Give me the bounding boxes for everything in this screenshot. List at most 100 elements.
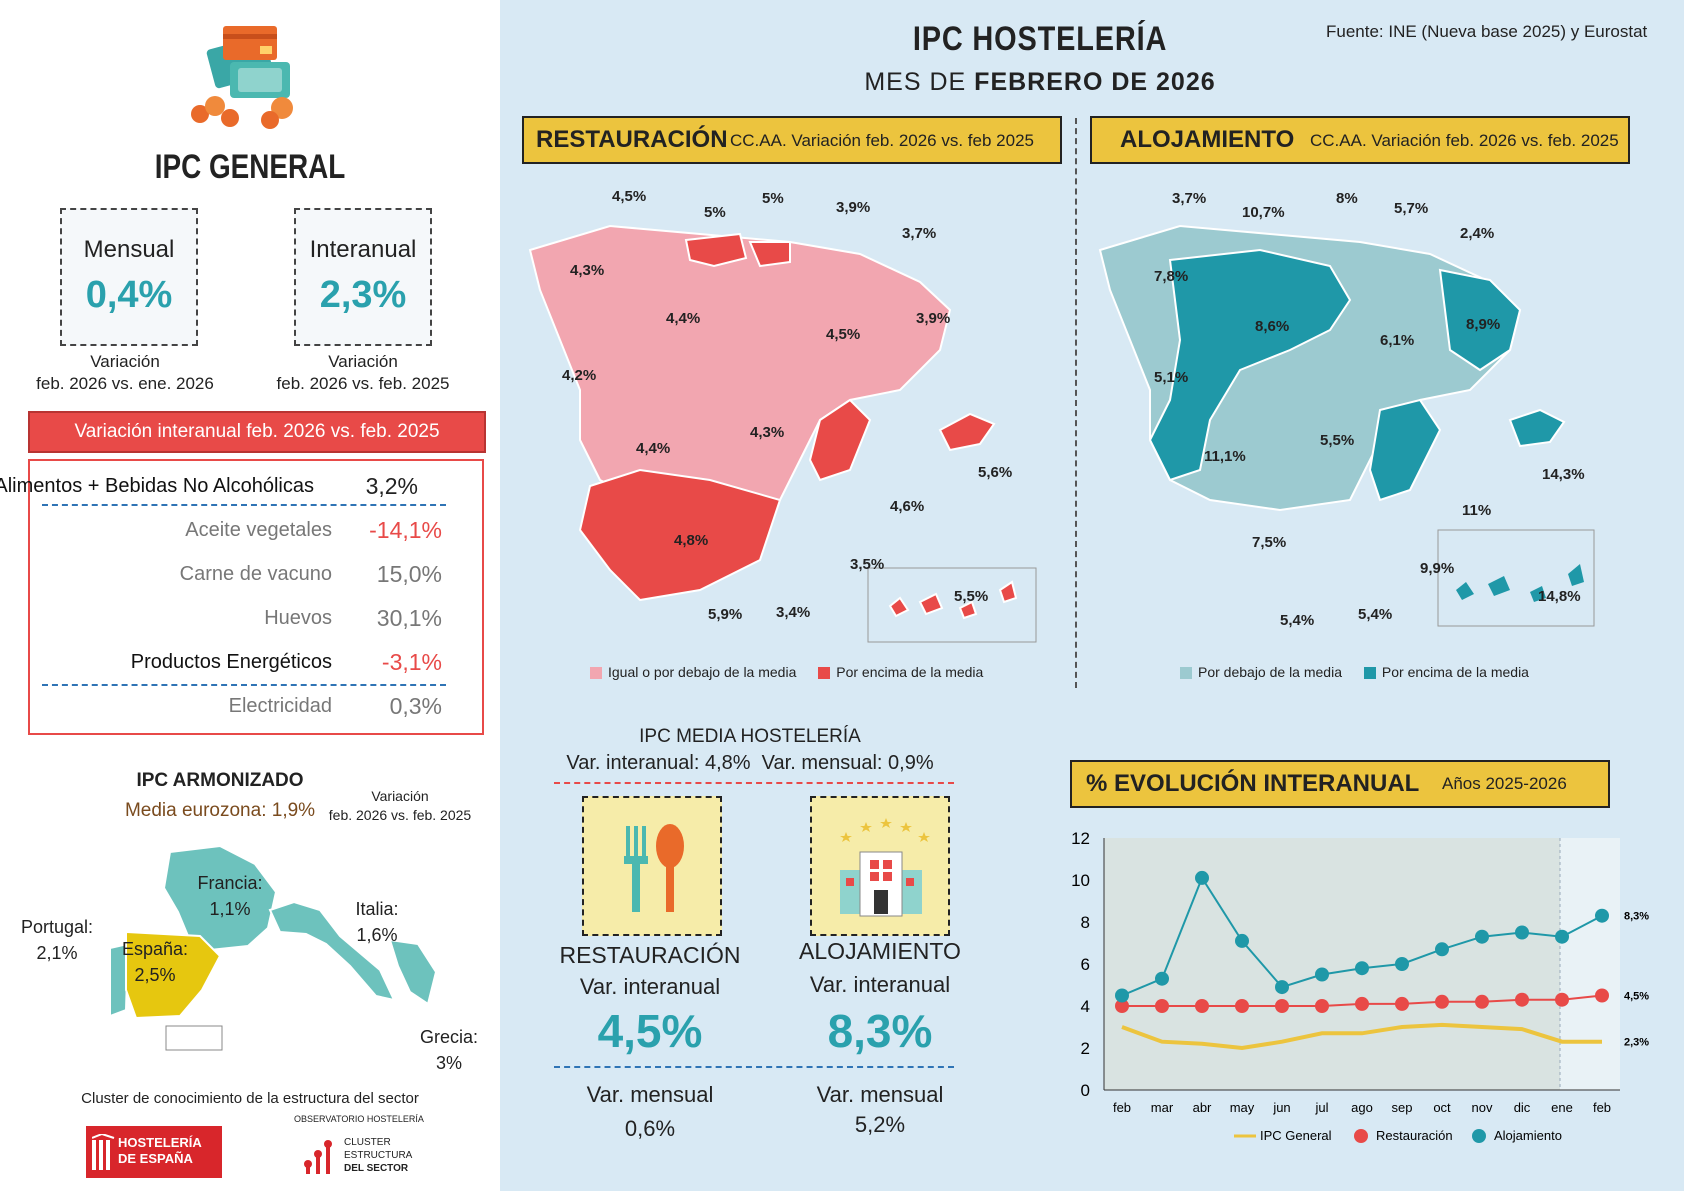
- table-row: Aceite vegetales -14,1%: [62, 511, 472, 551]
- data-point: [1475, 994, 1489, 1009]
- main-title: IPC HOSTELERÍA: [912, 20, 1168, 58]
- country-value: 3%: [435, 1053, 462, 1073]
- armonizado-var-2: feb. 2026 vs. feb. 2025: [328, 807, 472, 823]
- alojamiento-name: ALOJAMIENTO: [799, 938, 961, 964]
- legend-below-swatch: [590, 667, 602, 680]
- map-value-label: 2,4%: [1460, 225, 1495, 242]
- interanual-caption: Variación feb. 2026 vs. feb. 2025: [268, 351, 458, 395]
- mensual-caption-1: Variación: [90, 352, 160, 371]
- greece-shape: [388, 938, 438, 1006]
- logo2-line1: CLUSTER: [344, 1137, 391, 1148]
- interanual-caption-2: feb. 2026 vs. feb. 2025: [276, 374, 450, 393]
- map-value-label: 8,6%: [1255, 318, 1290, 335]
- x-tick-label: dic: [1514, 1100, 1531, 1115]
- region-above: [748, 241, 791, 268]
- alojamiento-label: Var. interanual: [809, 972, 951, 997]
- map-value-label: 7,8%: [1154, 268, 1189, 285]
- map-value-label: 3,9%: [916, 310, 951, 327]
- row-value: -3,1%: [381, 649, 442, 675]
- europe-map: [109, 844, 438, 1051]
- end-label: 4,5%: [1624, 991, 1649, 1003]
- row-value: 0,3%: [389, 693, 442, 719]
- logo1-line2: DE ESPAÑA: [118, 1151, 193, 1166]
- region-above: [578, 468, 782, 602]
- restauracion-label: Var. interanual: [579, 974, 721, 999]
- country-value: 2,5%: [134, 965, 176, 985]
- legend-below-label: Por debajo de la media: [1198, 664, 1342, 680]
- data-point: [1395, 957, 1409, 971]
- x-tick-label: abr: [1193, 1100, 1212, 1115]
- right-panel: IPC HOSTELERÍA MES DE FEBRERO DE 2026 Fu…: [500, 0, 1684, 1191]
- x-tick-label: may: [1230, 1100, 1255, 1115]
- restauracion-legend: Igual o por debajo de la media Por encim…: [590, 664, 983, 680]
- data-point: [1395, 996, 1409, 1011]
- map-value-label: 4,5%: [612, 188, 647, 205]
- region-above: [1508, 408, 1566, 448]
- source-text: Fuente: INE (Nueva base 2025) y Eurostat: [1326, 22, 1648, 41]
- canarias-inset: [1437, 529, 1595, 627]
- alojamiento-mensual-label: Var. mensual: [816, 1082, 944, 1107]
- alojamiento-subtitle: CC.AA. Variación feb. 2026 vs. feb. 2025: [1310, 131, 1619, 150]
- data-point: [1435, 994, 1449, 1009]
- map-value-label: 4,2%: [562, 367, 597, 384]
- subtitle-prefix: MES DE: [864, 68, 967, 96]
- alojamiento-header: ALOJAMIENTO CC.AA. Variación feb. 2026 v…: [1090, 116, 1630, 164]
- table-row: Alimentos + Bebidas No Alcohólicas 3,2%: [0, 467, 448, 507]
- y-tick-label: 0: [1081, 1081, 1090, 1100]
- data-point: [1555, 929, 1569, 944]
- row-label: Electricidad: [228, 695, 332, 717]
- map-value-label: 5%: [762, 190, 784, 207]
- country-value: 2,1%: [36, 943, 78, 963]
- spain-shape: [125, 930, 222, 1020]
- map-value-label: 14,8%: [1538, 588, 1581, 605]
- x-tick-label: oct: [1433, 1100, 1451, 1115]
- row-label: Productos Energéticos: [130, 651, 332, 673]
- map-value-label: 4,3%: [570, 262, 605, 279]
- interanual-value: 2,3%: [319, 274, 407, 316]
- fork-spoon-icon: [624, 824, 684, 912]
- legend-dot: [1354, 1129, 1368, 1143]
- table-row: Carne de vacuno 15,0%: [62, 555, 472, 595]
- restauracion-map: [528, 224, 1037, 643]
- alojamiento-value: 8,3%: [827, 1005, 933, 1057]
- legend-below-label: Igual o por debajo de la media: [608, 664, 797, 680]
- evolucion-chart: 0 2 4 6 8 10 12 feb mar abr may jun jul ago sep oct nov d…: [1071, 829, 1649, 1143]
- armonizado-var: Variación feb. 2026 vs. feb. 2025: [320, 787, 480, 825]
- data-point: [1475, 929, 1489, 944]
- x-tick-label: jun: [1272, 1100, 1290, 1115]
- map-value-label: 11,1%: [1204, 448, 1246, 465]
- x-tick-label: sep: [1392, 1100, 1413, 1115]
- cluster-logo-icon: [304, 1140, 332, 1174]
- money-icon: [191, 26, 293, 129]
- legend-above-label: Por encima de la media: [836, 664, 984, 680]
- map-separator: [1075, 118, 1077, 688]
- data-point: [1115, 988, 1129, 1003]
- alojamiento-legend: Por debajo de la media Por encima de la …: [1180, 664, 1529, 680]
- x-tick-label: jul: [1314, 1100, 1328, 1115]
- cluster-text: Cluster de conocimiento de la estructura…: [81, 1090, 419, 1107]
- data-point: [1115, 999, 1129, 1013]
- mensual-box: Mensual 0,4%: [60, 208, 198, 346]
- end-label: 8,3%: [1624, 911, 1649, 923]
- map-value-label: 5,4%: [1358, 606, 1393, 623]
- x-tick-label: mar: [1151, 1100, 1174, 1115]
- map-value-label: 3,7%: [1172, 190, 1207, 207]
- map-value-label: 4,4%: [666, 310, 701, 327]
- hosteleria-logo-text: HOSTELERÍA DE ESPAÑA: [118, 1135, 202, 1167]
- restauracion-title: RESTAURACIÓN: [536, 126, 728, 153]
- data-point: [1315, 999, 1329, 1013]
- y-tick-label: 10: [1071, 871, 1090, 890]
- row-label: Huevos: [264, 607, 332, 629]
- map-value-label: 3,9%: [836, 199, 871, 216]
- region-above: [1438, 268, 1522, 372]
- legend-above-swatch: [1363, 667, 1376, 680]
- data-point: [1235, 933, 1249, 948]
- data-point: [1235, 999, 1249, 1013]
- evolucion-header: % EVOLUCIÓN INTERANUAL Años 2025-2026: [1070, 760, 1610, 808]
- region-above: [808, 398, 872, 482]
- map-value-label: 7,5%: [1252, 534, 1287, 551]
- legend-label: IPC General: [1260, 1128, 1332, 1143]
- data-point: [1275, 980, 1289, 995]
- media-divider-2: [554, 1066, 954, 1068]
- map-value-label: 4,3%: [750, 424, 785, 441]
